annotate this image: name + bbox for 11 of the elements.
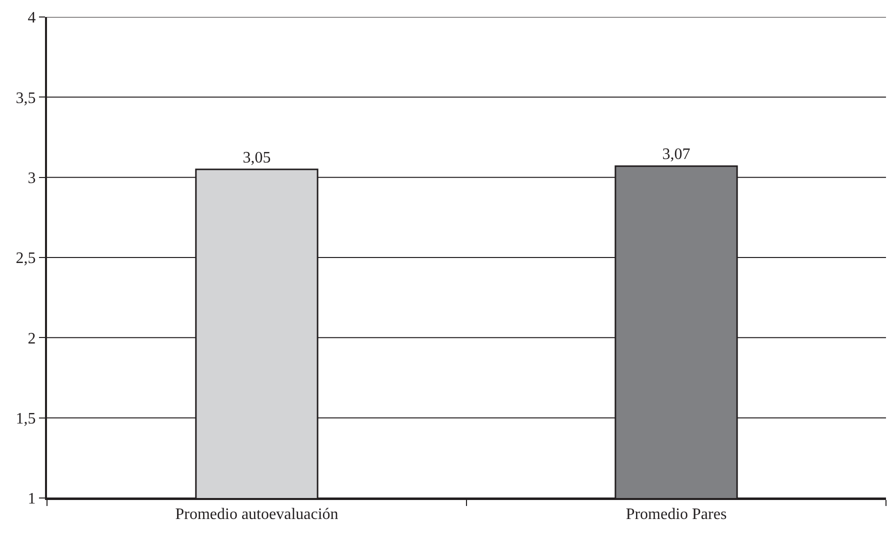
y-tick-label: 1 xyxy=(28,490,36,508)
x-tick-label: Promedio autoevaluación xyxy=(175,506,338,524)
y-tick-label: 3 xyxy=(28,170,36,187)
x-tick-label: Promedio Pares xyxy=(626,506,727,524)
data-label: 3,07 xyxy=(662,146,690,164)
y-tick-label: 1,5 xyxy=(16,410,36,428)
data-label: 3,05 xyxy=(242,149,271,166)
y-tick-label: 2 xyxy=(28,330,36,348)
y-tick-label: 4 xyxy=(28,10,36,27)
y-tick-label: 2,5 xyxy=(16,250,36,268)
y-tick-label: 3,5 xyxy=(16,90,36,107)
